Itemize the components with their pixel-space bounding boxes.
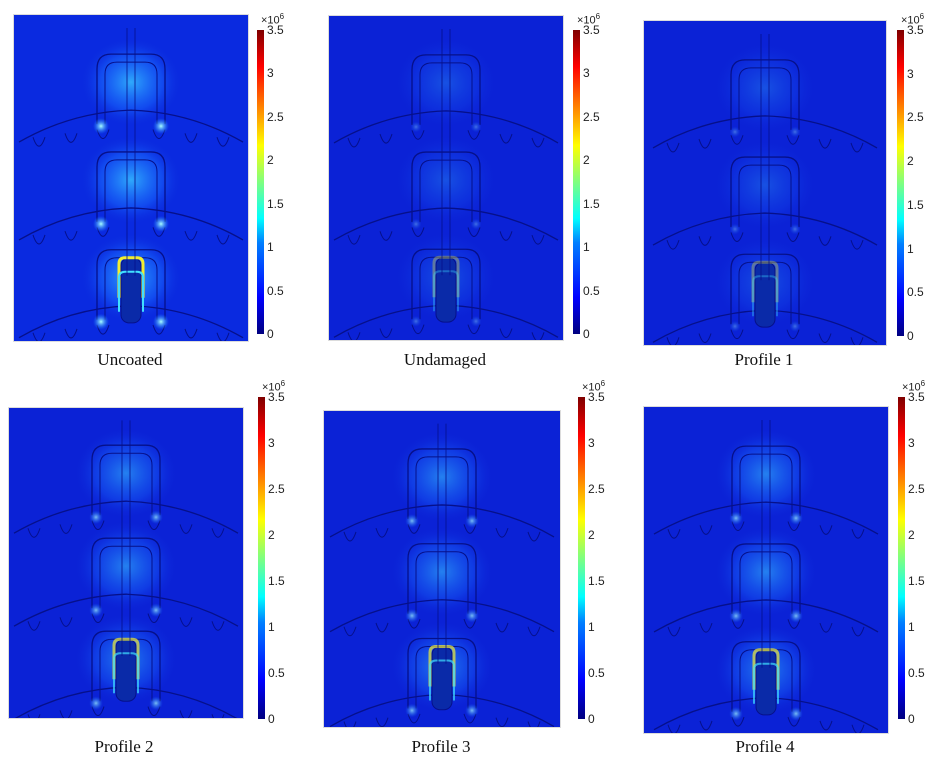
colorbar	[897, 30, 904, 336]
colorbar-tick-label: 2	[583, 153, 590, 168]
colorbar-tick-label: 0	[267, 327, 274, 341]
colorbar-tick-label: 2	[907, 154, 914, 169]
multiplier-base: ×10	[902, 381, 921, 394]
colorbar-tick-label: 2	[908, 528, 915, 542]
colorbar-tick-label: 1.5	[268, 574, 285, 588]
field-map	[328, 15, 564, 341]
colorbar-tick-label: 3.5	[908, 390, 925, 404]
colorbar-tick-label: 0	[908, 712, 915, 726]
multiplier-exponent: 6	[279, 12, 285, 21]
colorbar-tick-label: 3	[267, 66, 274, 81]
multiplier-exponent: 6	[595, 12, 601, 21]
colorbar-tick-label: 3	[268, 436, 275, 450]
colorbar-tick-label: 0.5	[588, 666, 605, 680]
colorbar-tick-label: 2.5	[267, 109, 284, 124]
multiplier-base: ×10	[582, 381, 601, 394]
colorbar-multiplier: ×106	[577, 12, 600, 27]
colorbar-tick-label: 0	[268, 712, 275, 726]
colorbar-tick-label: 1.5	[267, 196, 284, 211]
colorbar	[898, 397, 905, 719]
colorbar-tick-label: 0	[588, 712, 595, 726]
colorbar-multiplier: ×106	[901, 12, 924, 27]
colorbar-tick-label: 1.5	[588, 574, 605, 588]
colorbar-tick-label: 2.5	[908, 482, 925, 496]
colorbar-tick-label: 3	[588, 436, 595, 450]
multiplier-base: ×10	[261, 14, 280, 27]
colorbar-tick-label: 2.5	[583, 109, 600, 124]
field-map	[13, 14, 249, 342]
colorbar-tick-label: 0.5	[267, 283, 284, 298]
multiplier-base: ×10	[262, 381, 281, 394]
multiplier-exponent: 6	[919, 12, 925, 21]
colorbar-tick-label: 0.5	[907, 285, 924, 300]
colorbar-tick-label: 0	[583, 327, 590, 341]
colorbar-tick-label: 2	[588, 528, 595, 542]
field-map	[8, 407, 244, 719]
colorbar-tick-label: 2.5	[588, 482, 605, 496]
colorbar-tick-label: 1	[268, 620, 275, 634]
colorbar-multiplier: ×106	[262, 379, 285, 394]
panel-caption: Undamaged	[403, 350, 487, 369]
field-map	[323, 410, 561, 728]
multiplier-exponent: 6	[920, 379, 926, 388]
colorbar-tick-label: 1	[583, 240, 590, 255]
colorbar-tick-label: 0.5	[908, 666, 925, 680]
colorbar-multiplier: ×106	[582, 379, 605, 394]
colorbar-tick-label: 1	[908, 620, 915, 634]
colorbar-tick-label: 3.5	[583, 23, 600, 37]
panel-caption: Uncoated	[97, 350, 163, 369]
colorbar-tick-label: 1	[267, 240, 274, 255]
colorbar-tick-label: 1.5	[583, 196, 600, 211]
panel-caption: Profile 2	[94, 737, 154, 756]
colorbar	[573, 30, 580, 334]
colorbar-tick-label: 3.5	[268, 390, 285, 404]
colorbar-tick-label: 3.5	[907, 23, 924, 37]
colorbar-tick-label: 2.5	[268, 482, 285, 496]
colorbar-tick-label: 3	[907, 66, 914, 81]
colorbar-multiplier: ×106	[261, 12, 284, 27]
colorbar-tick-label: 3	[583, 66, 590, 81]
colorbar-tick-label: 1.5	[907, 197, 924, 212]
multiplier-exponent: 6	[600, 379, 606, 388]
colorbar-tick-label: 2	[268, 528, 275, 542]
colorbar-tick-label: 0.5	[268, 666, 285, 680]
colorbar	[258, 397, 265, 719]
colorbar	[578, 397, 585, 719]
colorbar-tick-label: 3	[908, 436, 915, 450]
colorbar-tick-label: 0.5	[583, 283, 600, 298]
colorbar-tick-label: 3.5	[588, 390, 605, 404]
field-map	[643, 406, 889, 734]
colorbar-tick-label: 1.5	[908, 574, 925, 588]
colorbar-tick-label: 2	[267, 153, 274, 168]
multiplier-base: ×10	[577, 14, 596, 27]
multiplier-base: ×10	[901, 14, 920, 27]
colorbar-tick-label: 0	[907, 329, 914, 343]
colorbar-tick-label: 1	[907, 241, 914, 256]
colorbar-tick-label: 2.5	[907, 110, 924, 125]
panel-caption: Profile 1	[734, 350, 794, 369]
field-map	[643, 20, 887, 346]
colorbar-tick-label: 3.5	[267, 23, 284, 37]
multiplier-exponent: 6	[280, 379, 286, 388]
panel-caption: Profile 3	[411, 737, 471, 756]
colorbar-tick-label: 1	[588, 620, 595, 634]
colorbar-multiplier: ×106	[902, 379, 925, 394]
panel-caption: Profile 4	[735, 737, 795, 756]
colorbar	[257, 30, 264, 334]
